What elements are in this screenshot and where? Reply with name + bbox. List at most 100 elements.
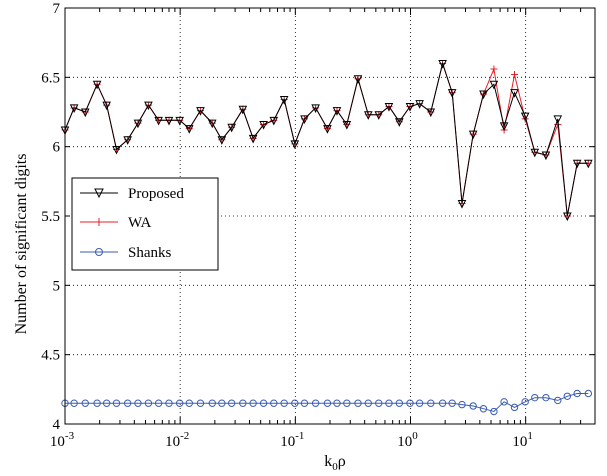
data-point	[279, 96, 289, 105]
data-point	[364, 399, 372, 407]
data-point	[521, 398, 529, 406]
data-point	[405, 102, 415, 112]
data-point	[354, 399, 362, 407]
data-point	[385, 399, 393, 407]
series-line-shanks	[65, 393, 589, 413]
data-point	[280, 399, 288, 407]
data-point	[542, 393, 550, 402]
data-point	[70, 399, 78, 407]
data-point	[353, 75, 363, 84]
data-point	[323, 399, 332, 407]
data-point	[448, 399, 456, 407]
data-point	[184, 125, 194, 134]
data-point	[530, 148, 540, 158]
data-point	[164, 116, 174, 126]
data-point	[290, 140, 300, 150]
data-point	[554, 396, 562, 405]
data-point	[563, 392, 572, 400]
data-point	[541, 151, 551, 161]
x-axis-label-tail: ρ	[338, 453, 346, 470]
data-point	[165, 399, 173, 407]
series-line-proposed	[64, 61, 589, 217]
x-axis-label-main: k	[324, 453, 332, 470]
legend-marker-shanks	[95, 248, 103, 256]
data-point	[531, 393, 539, 402]
data-point	[333, 399, 341, 407]
y-tick-label: 6.5	[41, 70, 60, 86]
legend-label-shanks: Shanks	[128, 245, 172, 261]
legend-marker-proposed	[94, 188, 104, 199]
data-point	[259, 399, 268, 407]
data-point	[144, 399, 153, 407]
x-tick-label: 100	[397, 430, 418, 450]
data-point	[584, 159, 593, 169]
data-point	[208, 399, 216, 407]
data-point	[374, 111, 384, 120]
data-point	[395, 118, 404, 127]
data-point	[175, 116, 184, 126]
data-point	[384, 102, 394, 112]
y-axis-label: Number of significant digits	[13, 154, 30, 335]
data-point	[112, 145, 121, 155]
data-point	[144, 101, 153, 111]
series-shanks	[61, 389, 593, 416]
y-tick-label: 7	[53, 1, 61, 17]
y-tick-label: 5	[53, 278, 61, 294]
data-point	[395, 399, 404, 407]
data-point	[415, 100, 424, 109]
data-point	[134, 399, 142, 407]
data-point	[511, 71, 519, 79]
x-axis-label-sub: 0	[332, 461, 338, 473]
data-point	[520, 112, 530, 122]
data-point	[81, 399, 89, 407]
x-tick-label: 101	[512, 430, 533, 450]
data-point	[323, 125, 332, 134]
data-point	[343, 399, 351, 407]
series-layer	[60, 59, 593, 416]
data-point	[415, 399, 424, 407]
data-point	[500, 398, 508, 406]
data-point	[92, 80, 102, 90]
data-point	[102, 399, 111, 407]
y-tick-label: 5.5	[41, 209, 60, 225]
data-point	[196, 107, 205, 116]
y-tick-label: 4	[53, 417, 61, 433]
legend-label-wa: WA	[128, 215, 151, 231]
data-point	[332, 107, 342, 116]
data-point	[112, 399, 121, 407]
data-point	[239, 399, 247, 407]
data-point	[489, 80, 499, 90]
y-tick-label: 6	[53, 140, 61, 156]
data-point	[499, 122, 509, 131]
tick-labels: 4 4.5 5 5.5 6 6.5 7 10-3 10-2 10-1 100 101	[41, 1, 533, 450]
series-proposed	[60, 59, 593, 222]
data-point	[553, 115, 563, 125]
data-point	[218, 399, 226, 407]
data-point	[123, 136, 132, 145]
legend-label-proposed: Proposed	[128, 186, 184, 202]
data-point	[469, 402, 477, 410]
y-tick-label: 4.5	[41, 348, 60, 364]
data-point	[311, 399, 320, 407]
data-point	[479, 405, 488, 413]
data-point	[238, 105, 248, 115]
data-point	[342, 120, 352, 130]
data-point	[270, 399, 278, 407]
data-point	[427, 399, 435, 407]
legend-item-wa: WA	[80, 215, 151, 231]
data-point	[468, 130, 478, 140]
data-point	[479, 90, 488, 100]
data-point	[572, 159, 582, 169]
data-point	[154, 116, 163, 126]
legend-item-shanks: Shanks	[80, 245, 172, 261]
data-point	[300, 115, 309, 125]
data-point	[447, 89, 457, 98]
data-point	[154, 399, 163, 407]
data-point	[123, 399, 132, 407]
data-point	[248, 134, 258, 144]
data-point	[175, 399, 184, 407]
data-point	[93, 399, 101, 407]
data-point	[249, 399, 257, 407]
data-point	[458, 400, 466, 409]
data-point	[185, 399, 193, 407]
